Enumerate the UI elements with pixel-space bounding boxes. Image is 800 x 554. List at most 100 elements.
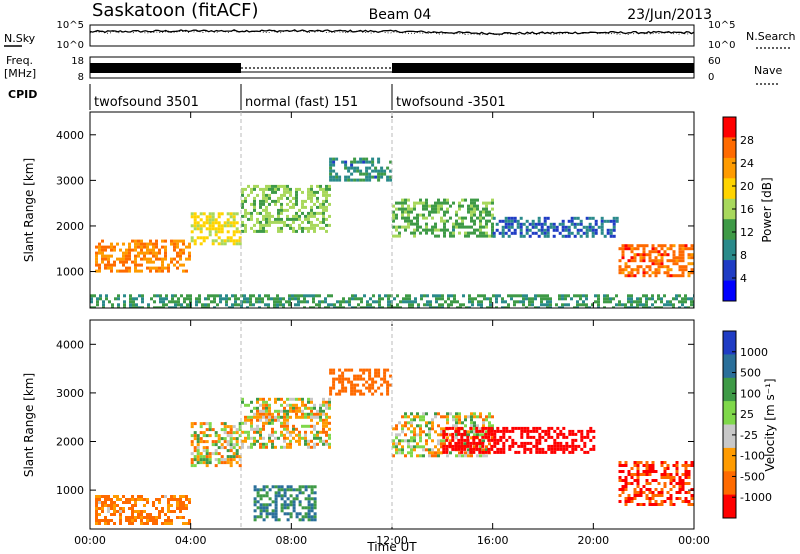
power-cell-7 (585, 294, 588, 298)
velocity-cell-6 (690, 461, 694, 464)
power-cell-2 (322, 208, 325, 212)
power-cell-4 (479, 213, 482, 217)
power-cell-1 (223, 239, 227, 243)
velocity-cell-0 (95, 507, 98, 510)
velocity-cell-1 (205, 434, 209, 438)
velocity-cell-4 (440, 451, 443, 455)
power-cell-3 (353, 160, 357, 164)
velocity-cell-6 (648, 482, 652, 485)
power-cell-4 (395, 207, 398, 211)
velocity-cell-6 (651, 491, 655, 494)
velocity-cell-3 (386, 368, 390, 372)
power-cell-7 (528, 303, 531, 307)
velocity-cell-0 (116, 504, 119, 507)
power-cell-7 (510, 297, 513, 301)
velocity-cell-4 (431, 427, 434, 431)
velocity-cell-7 (298, 512, 302, 516)
velocity-cell-4 (479, 433, 482, 437)
velocity-cell-2 (325, 400, 328, 404)
power-cell-0 (125, 269, 128, 273)
power-cell-5 (516, 219, 520, 223)
power-cell-0 (146, 248, 149, 252)
power-cell-6 (639, 253, 643, 257)
power-cell-0 (167, 269, 170, 273)
power-cell-1 (226, 212, 230, 216)
power-cell-2 (319, 184, 322, 188)
velocity-cell-1 (226, 440, 230, 444)
power-cell-4 (434, 210, 437, 214)
power-cell-4 (410, 219, 413, 223)
power-cell-2 (268, 217, 271, 221)
power-cell-7 (339, 306, 342, 308)
power-cell-7 (171, 300, 174, 304)
power-cell-0 (152, 251, 155, 255)
power-cell-7 (597, 297, 600, 301)
power-cell-6 (657, 262, 661, 266)
power-cell-2 (274, 217, 277, 221)
velocity-cell-2 (253, 439, 256, 443)
velocity-cell-6 (675, 473, 679, 476)
power-cell-4 (431, 216, 434, 220)
velocity-cell-7 (280, 506, 284, 510)
power-cell-5 (552, 228, 556, 232)
power-cell-0 (101, 245, 104, 249)
velocity-cell-2 (286, 412, 289, 416)
power-cell-4 (488, 219, 491, 223)
colorbar-band-1 (723, 354, 736, 379)
velocity-cell-5 (484, 435, 488, 439)
velocity-cell-5 (517, 426, 521, 430)
power-cell-7 (549, 300, 552, 304)
velocity-cell-6 (645, 461, 649, 464)
power-cell-7 (162, 303, 165, 307)
power-cell-2 (295, 196, 298, 200)
power-cell-7 (249, 300, 252, 304)
velocity-cell-0 (161, 522, 164, 525)
velocity-cell-0 (143, 510, 146, 513)
power-cell-4 (479, 231, 482, 235)
velocity-cell-7 (268, 488, 272, 492)
power-cell-4 (476, 207, 479, 211)
velocity-cell-5 (571, 441, 575, 445)
velocity-cell-6 (630, 473, 634, 476)
velocity-cell-0 (167, 504, 170, 507)
velocity-cell-6 (672, 479, 676, 482)
power-cell-2 (277, 226, 280, 230)
velocity-cell-5 (454, 447, 458, 451)
velocity-cell-2 (247, 415, 250, 419)
velocity-cell-6 (666, 497, 670, 500)
velocity-cell-7 (259, 512, 263, 516)
power-cell-5 (582, 231, 586, 235)
power-cell-7 (498, 294, 501, 298)
velocity-cell-4 (410, 430, 413, 434)
power-cell-2 (298, 187, 301, 191)
velocity-cell-5 (451, 447, 455, 451)
velocity-cell-2 (304, 430, 307, 434)
velocity-cell-2 (286, 430, 289, 434)
power-cell-2 (280, 205, 283, 209)
velocity-cell-2 (256, 427, 259, 431)
power-cell-7 (507, 294, 510, 298)
velocity-cell-3 (347, 368, 351, 372)
velocity-cell-6 (660, 500, 664, 503)
power-cell-7 (264, 294, 267, 298)
power-cell-5 (573, 216, 577, 220)
power-cell-5 (588, 228, 592, 232)
velocity-cell-5 (493, 441, 497, 445)
velocity-cell-1 (232, 458, 236, 462)
power-cell-0 (110, 242, 113, 246)
power-cell-0 (188, 257, 191, 261)
velocity-cell-6 (657, 494, 661, 497)
power-cell-7 (471, 303, 474, 307)
velocity-cell-0 (170, 495, 173, 498)
power-cell-0 (143, 257, 146, 261)
power-cell-7 (573, 294, 576, 298)
velocity-cell-2 (316, 436, 319, 440)
power-cell-0 (170, 242, 173, 246)
power-cell-1 (235, 212, 239, 216)
velocity-cell-1 (226, 431, 230, 435)
velocity-cell-4 (392, 442, 395, 446)
velocity-cell-5 (487, 438, 491, 442)
power-cell-6 (651, 262, 655, 266)
power-cell-0 (146, 266, 149, 270)
velocity-cell-7 (262, 506, 266, 510)
